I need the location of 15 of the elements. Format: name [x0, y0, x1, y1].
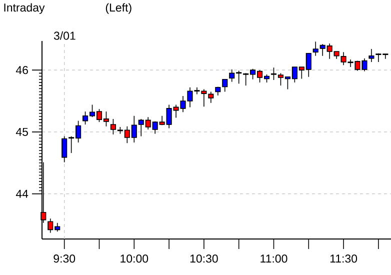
x-tick-label: 10:00 — [120, 254, 148, 263]
chart-title: Intraday — [4, 3, 45, 14]
y-tick-label: 46 — [16, 66, 28, 74]
candlestick — [62, 136, 68, 163]
y-tick-label: 45 — [16, 128, 28, 136]
x-tick-label: 9:30 — [54, 254, 76, 263]
candlestick — [368, 48, 374, 62]
x-tick-label: 10:30 — [190, 254, 218, 263]
candlestick — [208, 91, 214, 104]
text: 3/01 — [54, 31, 76, 40]
y-tick-label: 44 — [16, 190, 28, 198]
x-tick-label: 11:00 — [260, 254, 288, 263]
candlestick — [222, 78, 228, 92]
x-tick-label: 11:30 — [330, 254, 358, 263]
chart-subtitle: (Left) — [106, 3, 132, 14]
